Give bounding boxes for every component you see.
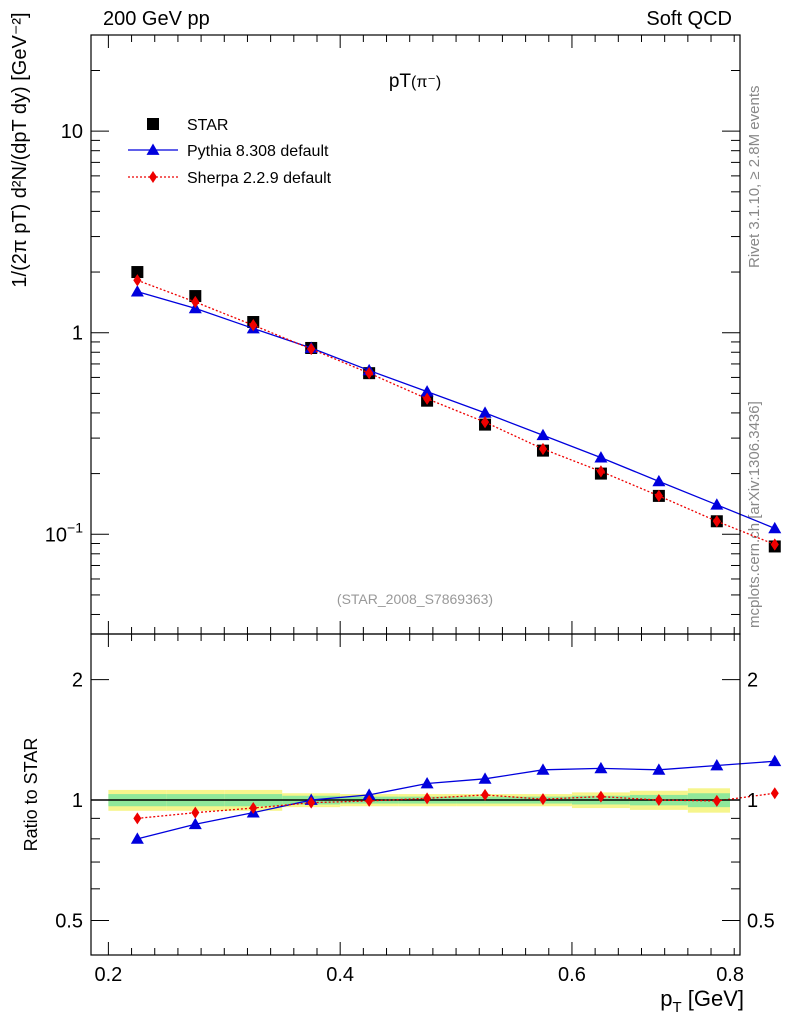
sherpa-point-top [481,416,490,429]
pythia-ratio-point [768,754,782,767]
sherpa-ratio-point [133,812,142,825]
pythia-ratio-point [130,832,144,844]
ratio-plot [130,754,782,844]
plot-title: pT(π⁻) [389,71,441,92]
sherpa-point-top [770,538,779,551]
y-tick-label: 10−1 [45,519,83,546]
x-tick-label: 0.6 [558,964,586,986]
legend-sherpa-marker [149,171,157,183]
legend-star-label: STAR [187,117,228,134]
plot-frames [90,34,741,956]
analysis-watermark: (STAR_2008_S7869363) [337,591,493,607]
sherpa-ratio-point [538,793,547,806]
sherpa-point-top [654,489,663,502]
pythia-ratio-point [362,788,376,800]
pythia-ratio-point [536,763,550,775]
sherpa-point-top [596,465,605,478]
pythia-point [130,285,144,297]
sherpa-ratio-point [365,794,374,807]
sherpa-point-top [307,343,316,356]
y-tick-label: 10 [61,121,83,143]
star-data-point [131,266,144,279]
legend-star-marker [147,118,159,130]
ratio-uncertainty-band [91,788,740,813]
pythia-point [710,498,724,510]
sherpa-ratio-point [770,787,779,800]
main-ylabel: 1/(2π pT) d²N/(dpT dy) [GeV⁻²] [9,12,31,287]
main-plot [130,266,782,553]
pythia-ratio-point [652,763,666,775]
sherpa-ratio-point [307,796,316,809]
sherpa-ratio-point [654,794,663,807]
ratio-y-tick-label-right: 1 [747,790,758,812]
legend-pythia-marker [146,143,160,155]
sherpa-ratio-point [712,794,721,807]
pythia-point [478,406,492,418]
sherpa-point-top [249,319,258,332]
ratio-y-tick-label: 2 [72,670,83,692]
legend-pythia-label: Pythia 8.308 default [187,143,329,160]
pythia-ratio-line [137,760,775,840]
x-tick-label: 0.8 [716,964,744,986]
sherpa-ratio-point [191,806,200,819]
ratio-ylabel: Ratio to STAR [21,738,41,852]
header-left-label: 200 GeV pp [103,8,210,30]
pythia-ratio-point [710,758,724,771]
ratio-y-tick-label: 0.5 [55,911,83,933]
axis-labels: 0.2 0.4 0.6 0.8 10 1 10−1 2 2 1 1 0.5 0.5 pT(π⁻) (STAR… [9,12,775,1016]
y-tick-label: 1 [72,323,83,345]
legend: STAR Pythia 8.308 default Sherpa 2.2.9 def… [128,117,332,187]
sherpa-ratio-point [481,788,490,801]
legend-sherpa-label: Sherpa 2.2.9 default [187,170,332,187]
ratio-frame [90,633,741,956]
sherpa-ratio-point [423,792,432,805]
sherpa-point-top [365,367,374,380]
pythia-point [420,385,434,397]
pythia-ratio-point [188,817,202,830]
pythia-ratio-point [478,772,492,784]
sherpa-line [137,279,776,546]
pythia-point [652,474,666,487]
x-tick-label: 0.2 [94,964,122,986]
x-tick-label: 0.4 [326,964,354,986]
pythia-point [768,521,782,534]
sherpa-ratio-point [596,790,605,803]
sherpa-point-top [423,392,432,405]
pythia-ratio-point [594,761,608,774]
ratio-y-tick-label-right: 2 [747,670,758,692]
pythia-point [594,451,608,463]
sherpa-ratio-point [249,802,258,815]
header-right-label: Soft QCD [646,8,732,30]
ratio-y-tick-label: 1 [72,790,83,812]
sherpa-point-top [133,274,142,287]
sherpa-point-top [712,515,721,528]
pythia-ratio-point [420,776,434,789]
pythia-point [536,428,550,441]
ratio-y-tick-label-right: 0.5 [747,911,775,933]
sherpa-ratio-line [137,792,775,820]
x-axis-label: pT [GeV] [660,986,744,1016]
sherpa-point-top [191,296,200,309]
sherpa-point-top [538,442,547,455]
pythia-line [137,290,776,529]
